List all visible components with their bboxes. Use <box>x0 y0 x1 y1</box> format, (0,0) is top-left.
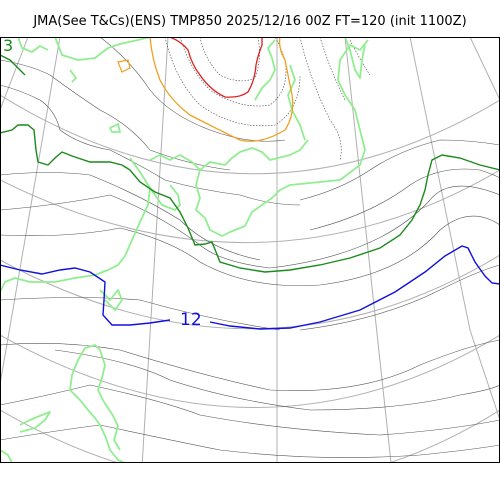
isotherm-3-label: 3 <box>3 36 13 55</box>
coastlines <box>0 37 369 463</box>
isotherm-3-edge <box>0 54 26 76</box>
isotherm-orange-small <box>117 59 131 73</box>
isotherm-orange <box>149 37 294 142</box>
isotherm-12-right <box>209 245 500 330</box>
isotherm-red <box>169 37 263 98</box>
isotherm-12 <box>0 264 171 326</box>
isotherm-12-label: 12 <box>180 310 202 330</box>
dotted-isotherms <box>164 37 371 161</box>
map-frame <box>0 37 500 463</box>
map-title: JMA(See T&Cs)(ENS) TMP850 2025/12/16 00Z… <box>33 14 467 29</box>
isotherm-3 <box>0 124 500 273</box>
graticule-lines <box>0 37 500 463</box>
